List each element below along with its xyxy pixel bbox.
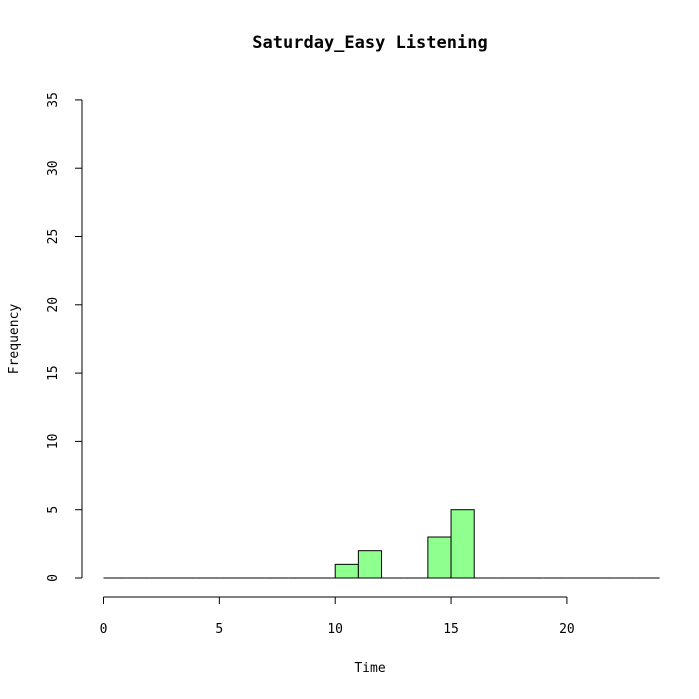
y-tick-label: 25 (46, 229, 61, 245)
histogram-bar-14 (427, 536, 452, 579)
y-axis: 0 5 10 15 20 25 30 35 (46, 92, 83, 582)
x-tick-label: 0 (100, 622, 108, 637)
x-tick-label: 20 (559, 622, 575, 637)
x-tick-label: 5 (215, 622, 223, 637)
y-axis-label: Frequency (7, 304, 22, 375)
y-tick-label: 0 (46, 574, 61, 582)
y-tick-label: 15 (46, 365, 61, 381)
histogram-bar-11 (357, 550, 383, 579)
x-axis-label: Time (354, 661, 385, 676)
y-tick-label: 30 (46, 160, 61, 176)
x-tick-label: 10 (327, 622, 343, 637)
y-tick-label: 5 (46, 506, 61, 514)
y-tick-label: 35 (46, 92, 61, 108)
y-tick-label: 20 (46, 297, 61, 313)
x-axis: 0 5 10 15 20 (100, 596, 575, 637)
histogram-bar-10 (334, 563, 359, 579)
bars-group (103, 509, 660, 579)
y-tick-label: 10 (46, 434, 61, 450)
chart-title: Saturday_Easy Listening (252, 33, 487, 53)
x-tick-label: 15 (443, 622, 459, 637)
histogram-bar-15 (450, 509, 475, 579)
